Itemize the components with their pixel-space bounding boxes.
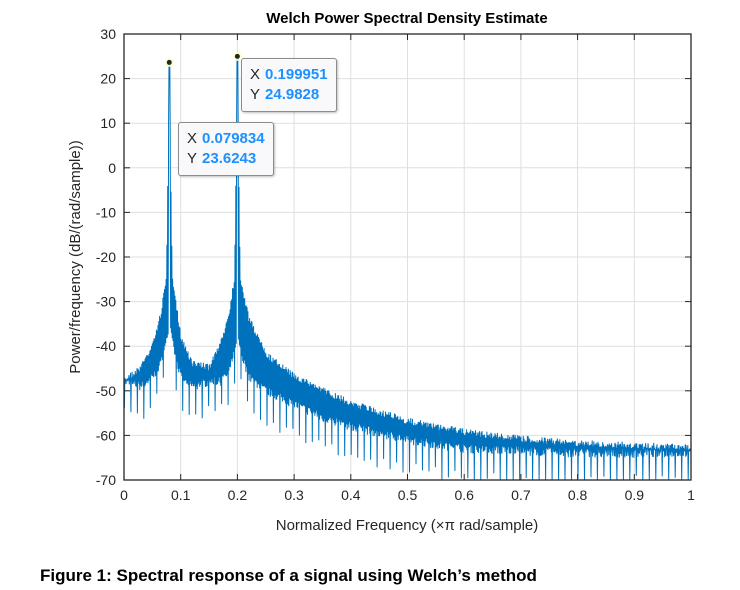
y-axis-label: Power/frequency (dB/(rad/sample)) <box>67 140 84 373</box>
grid <box>123 33 692 481</box>
psd-series <box>123 55 692 481</box>
datatip-y-label: Y <box>187 150 198 167</box>
y-tick-label: -20 <box>96 249 116 265</box>
x-axis-label: Normalized Frequency (×π rad/sample) <box>276 517 539 534</box>
datatip-x-value: 0.199951 <box>265 66 328 83</box>
y-tick-label: -10 <box>96 204 116 220</box>
x-tick-label: 1 <box>687 487 695 503</box>
y-tick-label: -40 <box>96 338 116 354</box>
x-tick-label: 0.7 <box>511 487 531 503</box>
x-tick-label: 0.4 <box>341 487 361 503</box>
chart-title: Welch Power Spectral Density Estimate <box>266 10 548 27</box>
datatip-x-label: X <box>187 130 198 147</box>
x-tick-label: 0.6 <box>454 487 474 503</box>
y-tick-label: 30 <box>100 26 116 42</box>
x-tick-label: 0.5 <box>398 487 418 503</box>
axes-box <box>123 33 692 481</box>
datatip-y-label: Y <box>250 86 261 103</box>
y-tick-label: 10 <box>100 115 116 131</box>
y-tick-label: 0 <box>108 160 116 176</box>
x-tick-label: 0 <box>120 487 128 503</box>
datatip-x-label: X <box>250 66 261 83</box>
datatip-marker <box>234 53 240 59</box>
datatip-markers <box>164 51 242 67</box>
psd-chart: 0 0.1 0.2 0.3 0.4 0.5 0.6 0.7 0.8 0.9 1 30 20 10 0 -10 -… <box>67 10 695 534</box>
x-tick-label: 0.8 <box>568 487 588 503</box>
x-tick-label: 0.9 <box>625 487 645 503</box>
datatip-marker <box>166 59 172 65</box>
figure-caption: Figure 1: Spectral response of a signal … <box>40 566 537 585</box>
x-tick-label: 0.2 <box>228 487 248 503</box>
x-tick-label: 0.1 <box>171 487 191 503</box>
datatip-y-value: 23.6243 <box>202 150 257 167</box>
y-tick-label: 20 <box>100 71 116 87</box>
y-tick-label: -70 <box>96 472 116 488</box>
psd-line <box>123 55 692 481</box>
datatip-x-value: 0.079834 <box>202 130 265 147</box>
y-tick-label: -50 <box>96 383 116 399</box>
datatip-2[interactable]: X 0.199951 Y 24.9828 <box>241 58 337 112</box>
datatip-1[interactable]: X 0.079834 Y 23.6243 <box>178 122 274 176</box>
axes: 0 0.1 0.2 0.3 0.4 0.5 0.6 0.7 0.8 0.9 1 30 20 10 0 -10 -… <box>96 26 695 503</box>
x-tick-label: 0.3 <box>284 487 304 503</box>
y-tick-label: -60 <box>96 427 116 443</box>
datatip-y-value: 24.9828 <box>265 86 320 103</box>
y-tick-label: -30 <box>96 294 116 310</box>
